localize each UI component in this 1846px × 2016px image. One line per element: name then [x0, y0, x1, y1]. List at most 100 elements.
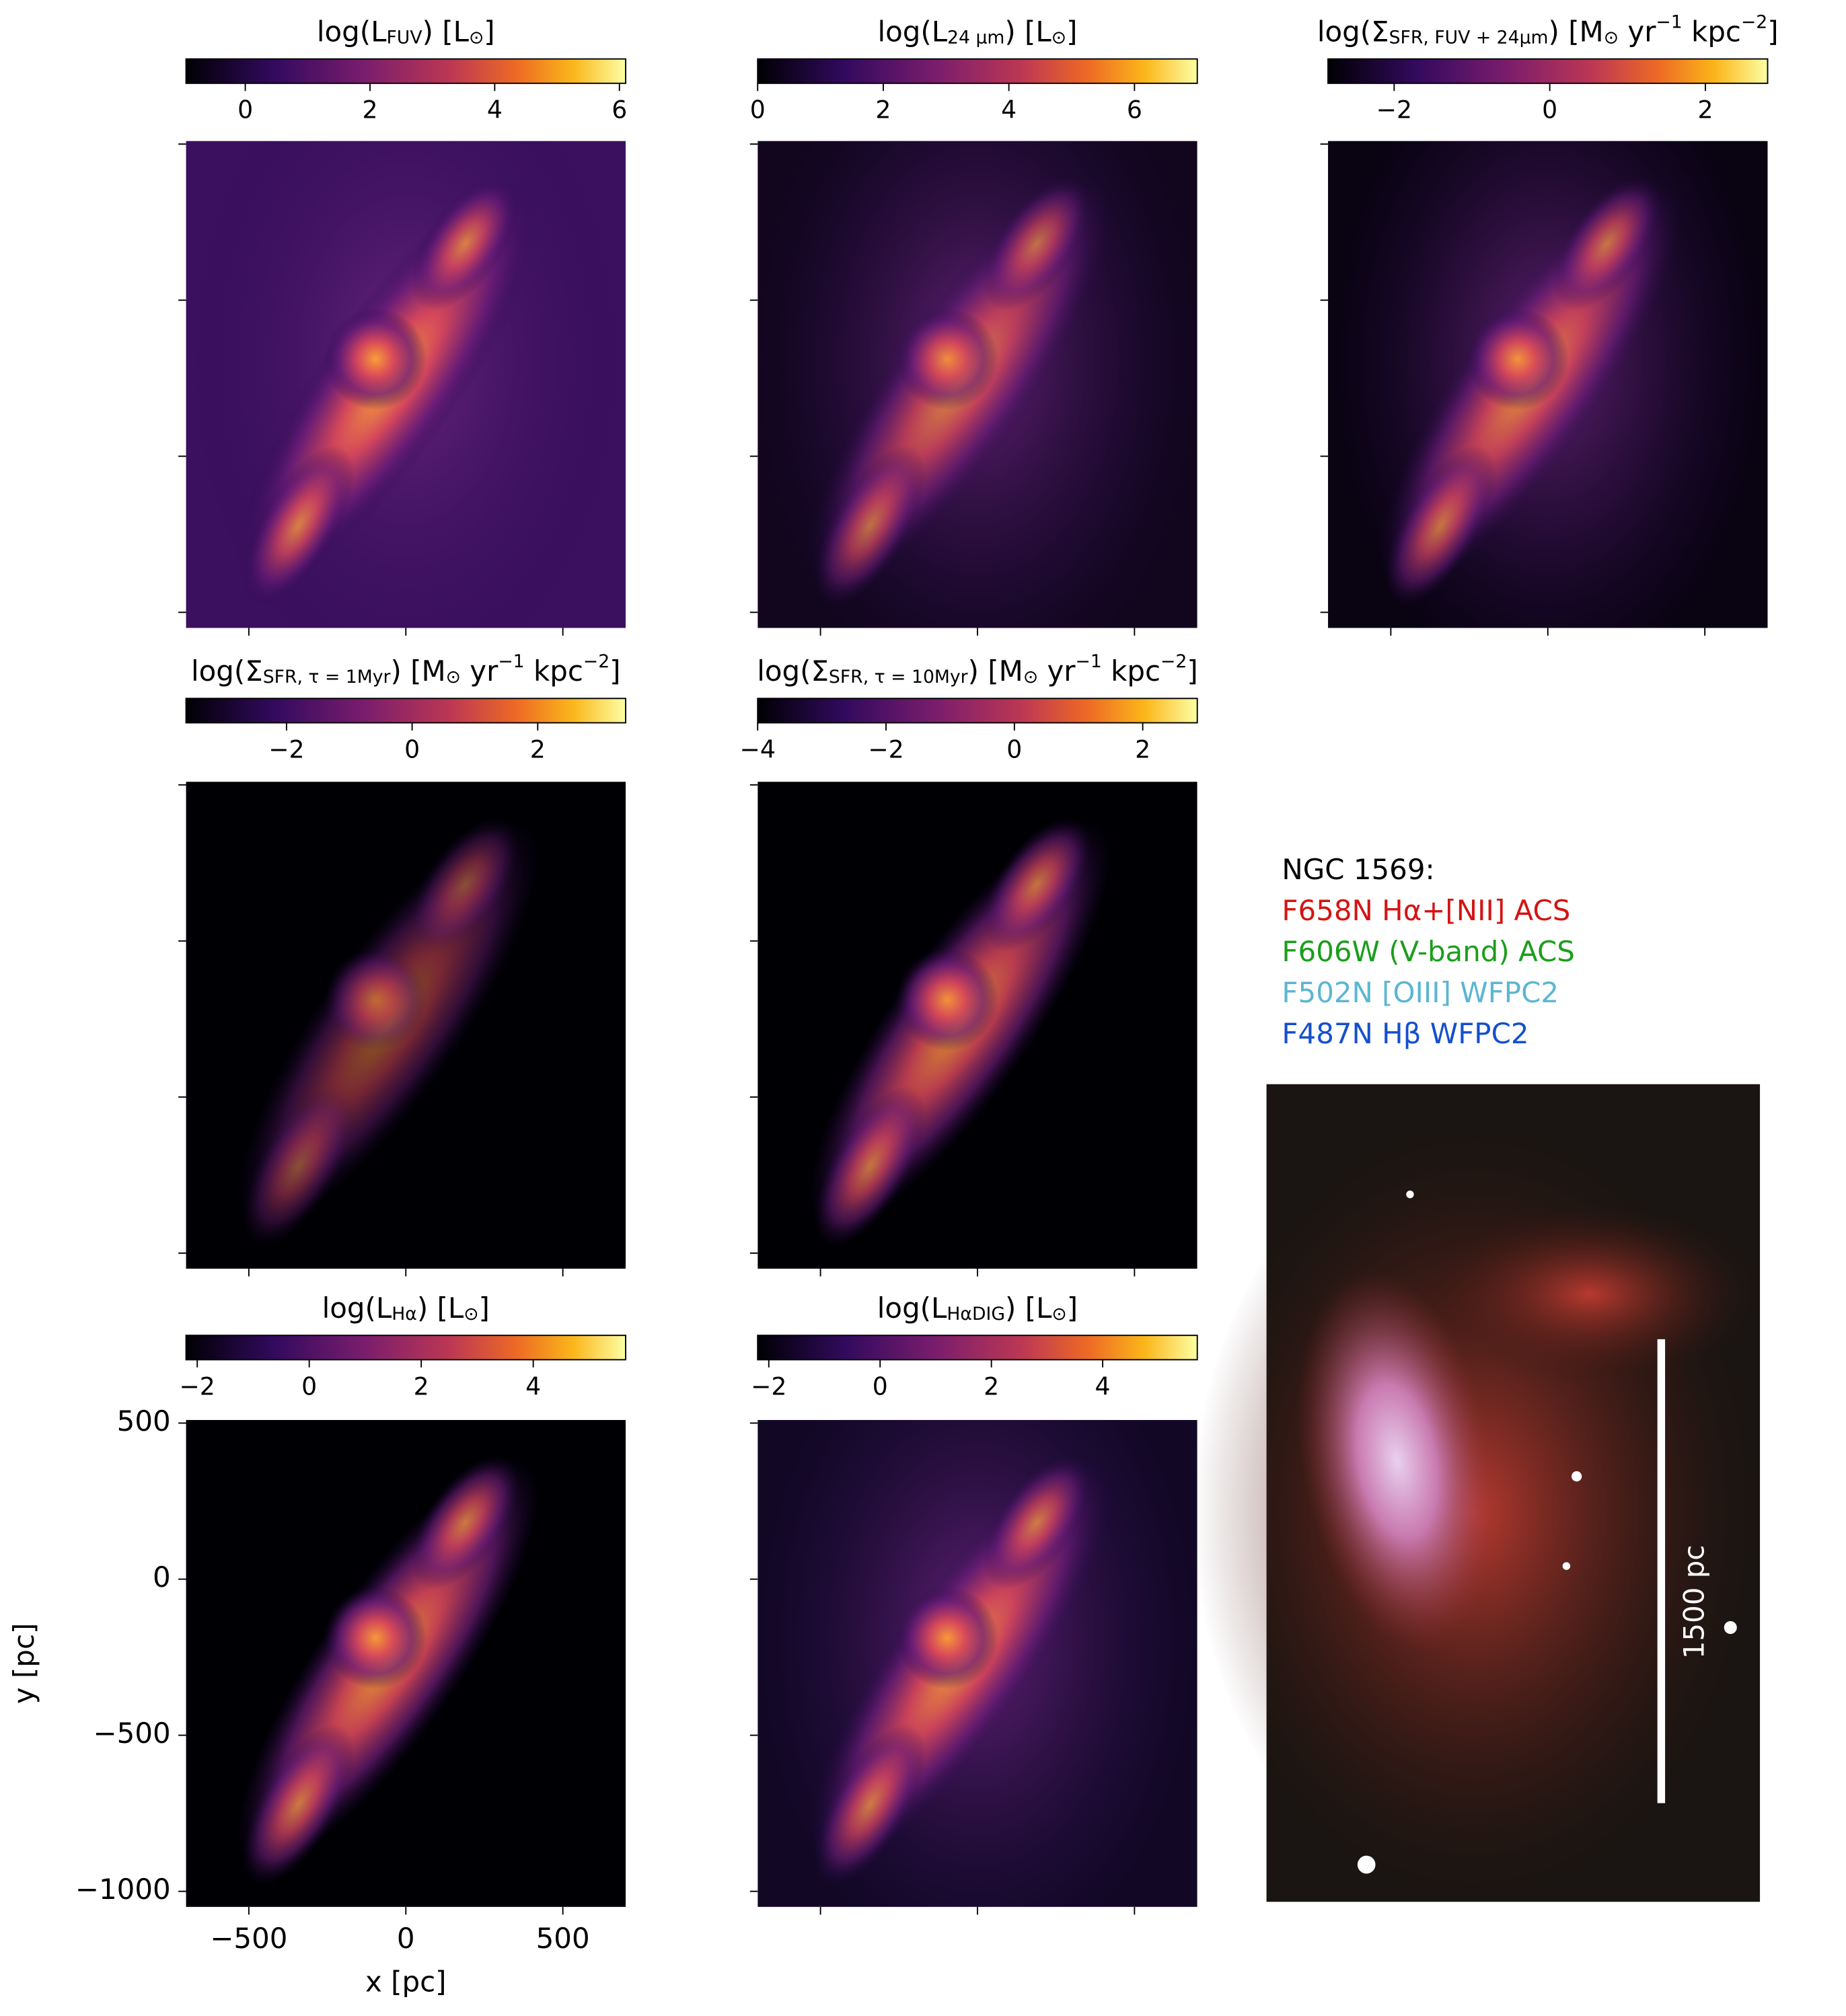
- title-part: ⊙: [1023, 667, 1038, 687]
- star: [1406, 1190, 1414, 1199]
- title-part: SFR, τ = 10Myr: [829, 667, 968, 687]
- title-part: log(L: [317, 15, 387, 48]
- y-axis-label: y [pc]: [7, 1623, 40, 1704]
- y-tick-label: −1000: [75, 1873, 171, 1906]
- emission: [242, 1724, 355, 1885]
- colorbar-tick-label: 0: [873, 1372, 888, 1401]
- colorbar-tick-label: −2: [1376, 96, 1412, 124]
- title-part: ]: [1067, 1292, 1078, 1324]
- title-part: log(L: [877, 15, 947, 48]
- colorbar-tick-label: 2: [530, 735, 546, 763]
- emission: [982, 176, 1091, 311]
- image: [758, 782, 1197, 1269]
- colorbar-tick-label: 0: [1542, 96, 1557, 124]
- emission: [982, 1456, 1091, 1590]
- emission: [895, 307, 998, 410]
- title-part: −1: [1076, 651, 1102, 672]
- panel-title: log(ΣSFR, FUV + 24μm) [M⊙ yr−1 kpc−2]: [1317, 12, 1779, 48]
- colorbar-tick-label: 2: [414, 1372, 429, 1401]
- emission: [1553, 176, 1662, 311]
- image-content: [1328, 141, 1768, 628]
- legend-entry: F658N Hα+[NII] ACS: [1282, 894, 1570, 927]
- colorbar-tick-label: 2: [1135, 735, 1150, 763]
- colorbar-tick-label: −4: [740, 735, 776, 763]
- title-part: yr: [461, 655, 499, 687]
- emission: [410, 176, 520, 311]
- emission: [324, 948, 427, 1051]
- x-tick-label: 0: [397, 1922, 415, 1955]
- title-part: ) [L: [1004, 15, 1051, 48]
- image: [186, 1419, 626, 1907]
- title-part: ]: [479, 1292, 490, 1324]
- title-part: yr: [1619, 15, 1656, 48]
- title-part: kpc: [1102, 655, 1160, 687]
- title-part: ) [M: [968, 655, 1023, 687]
- colorbar: [757, 58, 1198, 84]
- star: [1724, 1621, 1737, 1635]
- image: [186, 141, 626, 628]
- inset: 1500 pc: [1192, 1084, 1761, 1902]
- colorbar-tick-label: 0: [1006, 735, 1022, 763]
- title-part: log(L: [877, 1292, 947, 1324]
- title-part: Hα: [392, 1304, 417, 1324]
- title-part: 24 μm: [947, 28, 1004, 48]
- title-part: SFR, τ = 1Myr: [263, 667, 391, 687]
- title-part: −2: [583, 651, 610, 672]
- title-part: SFR, FUV + 24μm: [1389, 28, 1549, 48]
- colorbar: [757, 1335, 1198, 1361]
- star: [1357, 1855, 1376, 1874]
- title-part: ]: [1187, 655, 1197, 687]
- title-part: HαDIG: [947, 1304, 1005, 1324]
- emission: [324, 1586, 427, 1689]
- legend-entry: F487N Hβ WFPC2: [1282, 1017, 1528, 1050]
- colorbar-tick-label: 0: [750, 96, 766, 124]
- colorbar-tick-label: 6: [1127, 96, 1142, 124]
- emission: [410, 817, 520, 951]
- emission: [324, 307, 427, 410]
- title-part: ⊙: [1604, 28, 1619, 48]
- title-part: −1: [498, 651, 524, 672]
- title-part: yr: [1038, 655, 1076, 687]
- image-content: [758, 141, 1197, 628]
- colorbar-tick-label: 2: [875, 96, 891, 124]
- emission: [814, 1086, 926, 1246]
- title-part: −2: [1160, 651, 1187, 672]
- emission: [895, 948, 998, 1051]
- colorbar-tick-label: 2: [1697, 96, 1713, 124]
- panel-title: log(LHαDIG) [L⊙]: [877, 1292, 1078, 1325]
- title-part: ⊙: [446, 667, 461, 687]
- panel-title: log(L24 μm) [L⊙]: [877, 15, 1077, 48]
- colorbar-tick-label: 0: [404, 735, 420, 763]
- title-part: log(Σ: [191, 655, 263, 687]
- colorbar-tick-label: 2: [362, 96, 377, 124]
- legend-entry: NGC 1569:: [1282, 853, 1434, 886]
- x-tick-label: 500: [536, 1922, 590, 1955]
- title-part: kpc: [525, 655, 583, 687]
- emission: [814, 445, 926, 606]
- panel-title: log(LHα) [L⊙]: [322, 1292, 490, 1325]
- emission: [242, 445, 355, 606]
- colorbar-tick-label: 4: [487, 96, 503, 124]
- emission: [895, 1586, 998, 1689]
- colorbar-tick-label: 4: [525, 1372, 541, 1401]
- colorbar-tick-label: 6: [612, 96, 627, 124]
- title-part: ) [L: [417, 1292, 464, 1324]
- galaxy-core: [1296, 1271, 1498, 1651]
- title-part: −1: [1656, 12, 1682, 33]
- title-part: ⊙: [1051, 28, 1066, 48]
- colorbar: [1327, 58, 1769, 84]
- title-part: log(Σ: [1317, 15, 1389, 48]
- colorbar-tick-label: 2: [984, 1372, 999, 1401]
- title-part: ]: [484, 15, 494, 48]
- title-part: log(Σ: [757, 655, 829, 687]
- colorbar-tick-label: −2: [868, 735, 903, 763]
- emission: [1466, 307, 1569, 410]
- image-content: [186, 782, 626, 1269]
- legend-entry: F606W (V-band) ACS: [1282, 935, 1574, 968]
- x-tick-label: −500: [210, 1922, 287, 1955]
- panel-title: log(LFUV) [L⊙]: [317, 15, 495, 48]
- colorbar: [757, 698, 1198, 724]
- star: [1562, 1562, 1571, 1570]
